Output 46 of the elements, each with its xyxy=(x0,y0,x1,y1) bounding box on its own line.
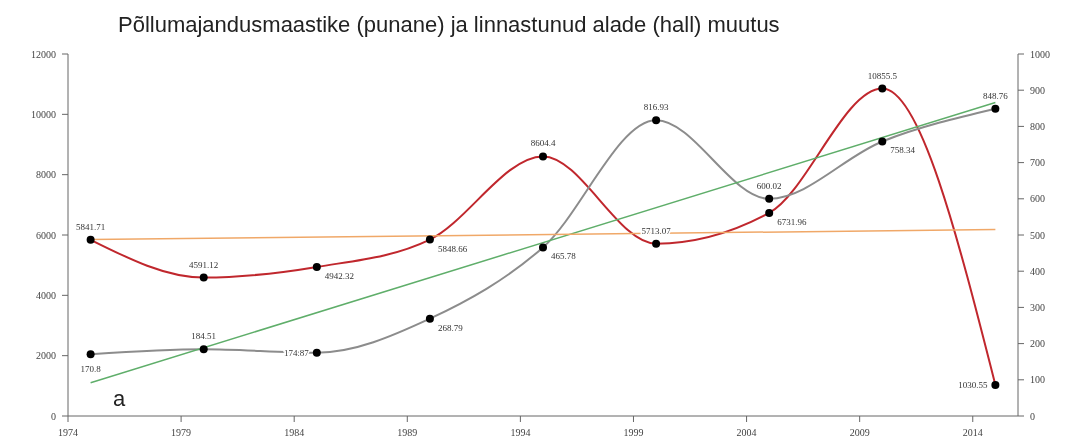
x-tick-label: 1974 xyxy=(58,427,78,438)
y2-tick-label: 300 xyxy=(1030,301,1045,313)
data-label: 1030.55 xyxy=(958,379,988,390)
y2-tick-label: 1000 xyxy=(1030,48,1050,60)
y-tick-label: 10000 xyxy=(31,108,56,120)
data-label: 816.93 xyxy=(643,102,669,113)
y-tick-label: 2000 xyxy=(36,350,56,362)
y2-tick-label: 800 xyxy=(1030,120,1045,132)
y-tick-label: 6000 xyxy=(36,229,56,241)
x-tick-label: 2004 xyxy=(736,427,757,438)
annotation: a xyxy=(113,386,126,412)
data-label: 184.51 xyxy=(191,331,217,342)
x-tick-label: 1984 xyxy=(284,427,305,438)
y-tick-label: 12000 xyxy=(31,48,56,60)
y2-tick-label: 0 xyxy=(1030,410,1035,422)
y2-tick-label: 700 xyxy=(1030,157,1045,169)
x-tick-label: 1999 xyxy=(623,427,644,438)
y-tick-label: 8000 xyxy=(36,169,56,181)
data-label: 170.8 xyxy=(80,364,102,375)
data-label: 465.78 xyxy=(551,251,577,262)
y2-tick-label: 500 xyxy=(1030,229,1045,241)
data-label: 848.76 xyxy=(983,90,1009,101)
data-label: 268.79 xyxy=(437,322,464,333)
x-tick-label: 1979 xyxy=(171,427,192,438)
y2-tick-label: 400 xyxy=(1030,265,1045,277)
data-label: 8604.4 xyxy=(530,138,556,149)
data-label: 6731.96 xyxy=(777,216,807,227)
x-tick-label: 2014 xyxy=(962,427,983,438)
data-label: 5841.71 xyxy=(75,221,106,232)
x-tick-label: 1994 xyxy=(510,427,531,438)
y2-tick-label: 100 xyxy=(1030,374,1045,386)
data-label: 758.34 xyxy=(890,145,916,156)
data-label: 10855.5 xyxy=(867,70,898,81)
y2-tick-label: 900 xyxy=(1030,84,1045,96)
data-label: 4942.32 xyxy=(324,270,355,281)
y-tick-label: 0 xyxy=(51,410,56,422)
y2-tick-label: 600 xyxy=(1030,193,1045,205)
x-tick-label: 1989 xyxy=(397,427,418,438)
x-tick-label: 2009 xyxy=(849,427,870,438)
y-tick-label: 4000 xyxy=(36,289,56,301)
data-label: 174.87 xyxy=(284,347,310,358)
data-label: 4591.12 xyxy=(189,259,219,270)
data-label: 5848.66 xyxy=(437,243,468,254)
data-label: 600.02 xyxy=(756,180,782,191)
chart-title: Põllumajandusmaastike (punane) ja linnastunud alade (hall) muutus xyxy=(118,12,780,38)
y2-tick-label: 200 xyxy=(1030,338,1045,350)
